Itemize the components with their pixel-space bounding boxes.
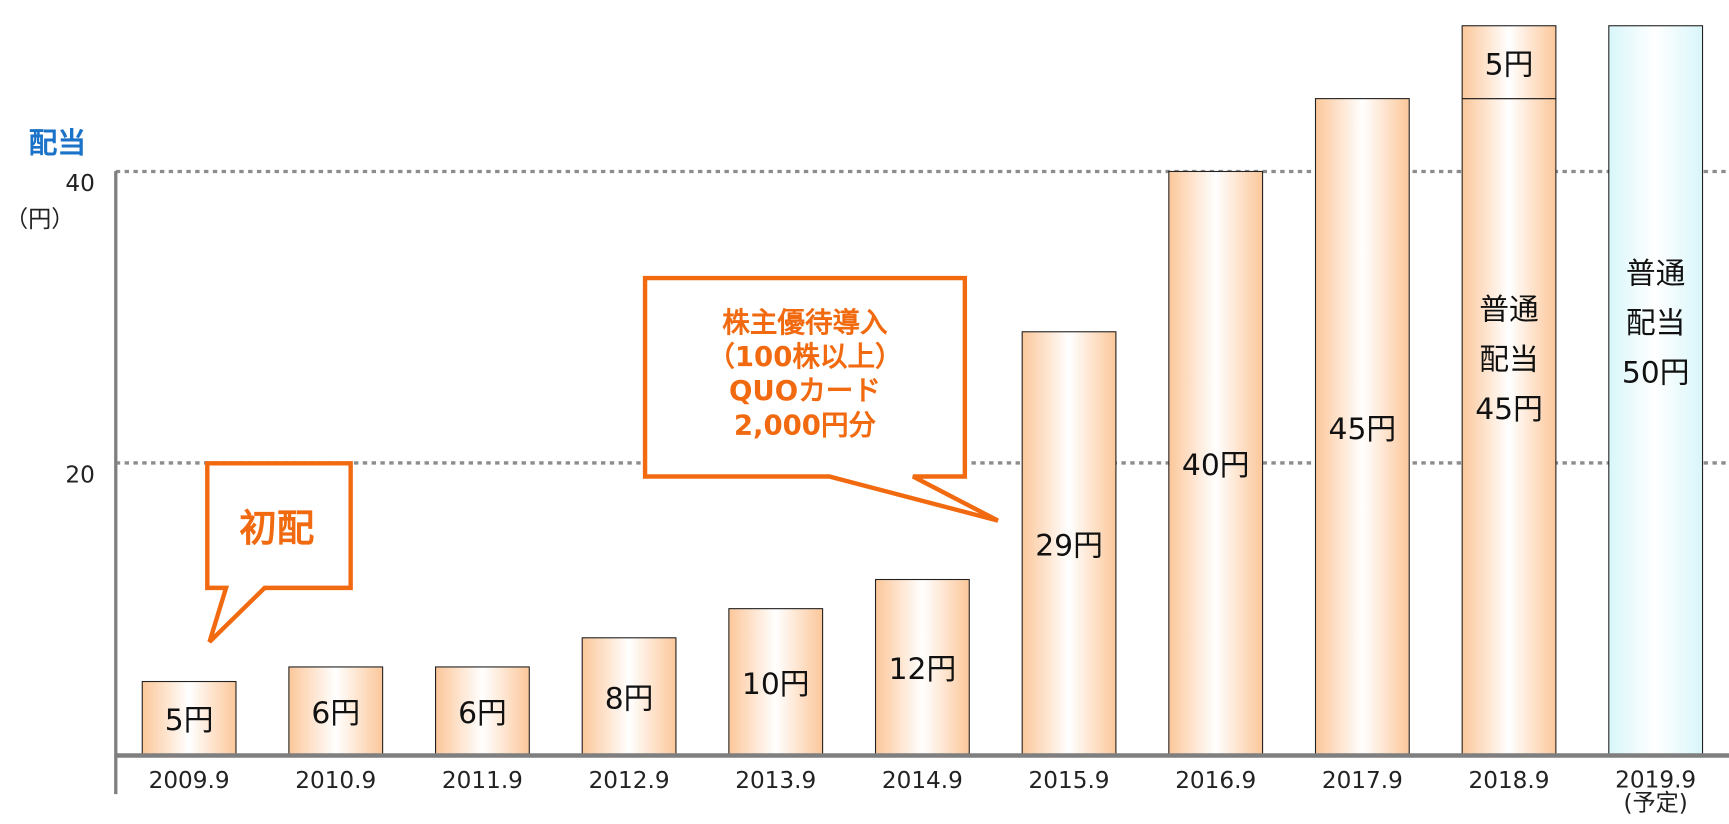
bar	[1314, 98, 1410, 755]
value-label: 6円	[311, 695, 360, 730]
x-tick-label: 2009.9	[149, 767, 230, 793]
x-tick-label: 2017.9	[1322, 767, 1403, 793]
y-tick-label: 40	[65, 171, 94, 197]
x-tick-label: 2019.9 (予定)	[1615, 767, 1696, 816]
bar	[1608, 25, 1704, 755]
value-label: 普通配当 50円	[1622, 256, 1690, 390]
bar	[581, 637, 677, 755]
value-label: 10円	[742, 666, 810, 701]
x-tick-label: 2016.9	[1175, 767, 1256, 793]
value-label: 45円	[1329, 411, 1397, 446]
bar	[435, 666, 530, 755]
y-unit: （円）	[5, 207, 74, 233]
chart-title: 配当	[29, 126, 86, 160]
x-tick-label: 2010.9	[295, 767, 376, 793]
x-tick-label: 2018.9	[1469, 767, 1550, 793]
value-label: 40円	[1182, 448, 1250, 483]
value-label: 5円	[1485, 47, 1534, 82]
bar	[1021, 331, 1117, 755]
y-tick-label: 20	[65, 463, 94, 489]
value-label: 5円	[165, 703, 214, 738]
annotation: 初配	[239, 506, 314, 550]
callout-box	[205, 461, 353, 644]
value-label: 12円	[889, 652, 957, 687]
callout-box	[642, 275, 999, 523]
value-label: 8円	[605, 681, 654, 716]
value-label: 6円	[458, 695, 507, 730]
x-tick-label: 2013.9	[735, 767, 816, 793]
bar	[874, 578, 970, 755]
bar	[1461, 98, 1557, 755]
x-tick-label: 2015.9	[1029, 767, 1110, 793]
x-tick-label: 2012.9	[589, 767, 670, 793]
value-label: 29円	[1035, 528, 1103, 563]
bar	[1168, 170, 1264, 755]
bar	[141, 680, 237, 755]
x-tick-label: 2014.9	[882, 767, 963, 793]
x-tick-label: 2011.9	[442, 767, 523, 793]
bar	[1461, 25, 1557, 100]
value-label: 普通配当 45円	[1475, 292, 1543, 426]
bar	[728, 608, 824, 755]
annotation: 株主優待導入（100株以上） QUOカード 2,000円分	[707, 307, 902, 442]
